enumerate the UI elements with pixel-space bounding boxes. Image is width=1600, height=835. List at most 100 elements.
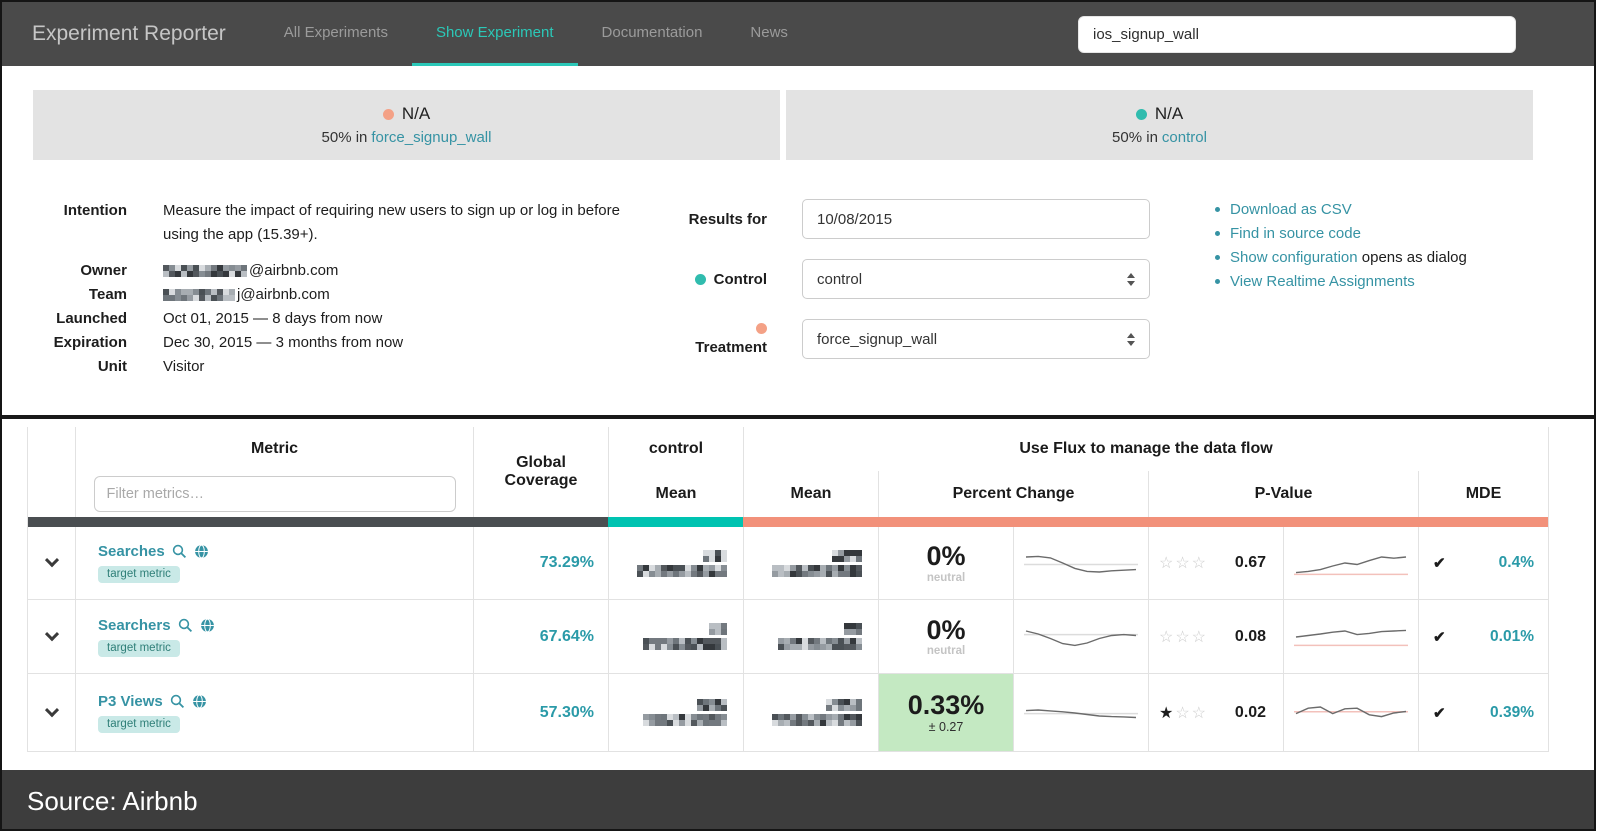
treatment-banner-allocation: 50% in force_signup_wall	[322, 129, 492, 146]
expand-row-button[interactable]	[28, 599, 75, 673]
control-banner: N/A 50% in control	[786, 90, 1533, 160]
launched-value: Oct 01, 2015 — 8 days from now	[163, 310, 383, 327]
mde-value: 0.39%	[1490, 703, 1534, 721]
p-value-sparkline	[1283, 673, 1418, 751]
detail-row-owner: Owner @airbnb.com	[32, 259, 652, 283]
target-metric-badge: target metric	[98, 639, 180, 657]
treatment-variant-link[interactable]: force_signup_wall	[371, 129, 492, 146]
treatment-mean-redacted	[743, 527, 878, 599]
mde-value: 0.4%	[1498, 554, 1534, 571]
treatment-label-text: Treatment	[695, 338, 767, 356]
expand-row-button[interactable]	[28, 673, 75, 751]
percent-change-value: 0% neutral	[878, 527, 1013, 599]
section-divider	[2, 415, 1594, 419]
metric-cell: Searchers target metric	[75, 599, 473, 673]
nav-show-experiment[interactable]: Show Experiment	[411, 2, 578, 66]
treatment-dot-icon	[382, 108, 394, 120]
control-mean-header: Mean	[608, 471, 743, 517]
significance-stars: ☆ ☆ ☆	[1148, 527, 1218, 599]
link-item-download-csv: Download as CSV	[1215, 201, 1467, 218]
p-value: 0.67	[1218, 527, 1283, 599]
nav-documentation[interactable]: Documentation	[601, 24, 703, 41]
flux-banner-header: Use Flux to manage the data flow	[743, 427, 1548, 471]
bullet-icon	[1215, 279, 1220, 284]
realtime-assignments-link[interactable]: View Realtime Assignments	[1230, 273, 1415, 290]
treatment-select[interactable]: force_signup_wall	[802, 319, 1150, 359]
bullet-icon	[1215, 255, 1220, 260]
percent-change-header: Percent Change	[878, 471, 1148, 517]
control-group-header: control	[608, 427, 743, 471]
launched-label: Launched	[56, 310, 127, 327]
control-allocation-text: 50% in	[1112, 129, 1158, 146]
treatment-banner: N/A 50% in force_signup_wall	[33, 90, 780, 160]
detail-row-team: Team j@airbnb.com	[32, 283, 652, 307]
experiment-details: Intention Measure the impact of requirin…	[32, 199, 652, 379]
control-select-row: Control control	[652, 259, 1157, 299]
metric-link-p3-views[interactable]: P3 Views	[98, 692, 163, 710]
p-value-header: P-Value	[1148, 471, 1418, 517]
global-coverage-value: 67.64%	[473, 599, 608, 673]
find-source-link[interactable]: Find in source code	[1230, 225, 1361, 242]
nav-all-experiments[interactable]: All Experiments	[283, 24, 388, 41]
significance-stars: ★ ☆ ☆	[1148, 673, 1218, 751]
team-value: j@airbnb.com	[163, 283, 330, 307]
treatment-section-bar	[743, 517, 1548, 527]
detail-row-unit: Unit Visitor	[32, 355, 652, 379]
results-date-input[interactable]	[802, 199, 1150, 239]
control-variant-link[interactable]: control	[1161, 129, 1207, 146]
treatment-mean-redacted	[743, 599, 878, 673]
treatment-banner-status-row: N/A	[382, 104, 431, 124]
chevron-down-icon	[44, 553, 59, 568]
owner-redacted-name	[163, 265, 247, 278]
chevron-down-icon	[44, 702, 59, 717]
detail-row-expiration: Expiration Dec 30, 2015 — 3 months from …	[32, 331, 652, 355]
expand-row-button[interactable]	[28, 527, 75, 599]
control-mean-redacted	[608, 673, 743, 751]
control-banner-allocation: 50% in control	[1112, 129, 1207, 146]
intention-label: Intention	[63, 202, 127, 219]
target-metric-badge: target metric	[98, 715, 180, 733]
select-arrows-icon	[1127, 332, 1135, 346]
check-icon: ✔	[1433, 704, 1446, 722]
bullet-icon	[1215, 207, 1220, 212]
expiration-label: Expiration	[53, 334, 127, 351]
show-configuration-link[interactable]: Show configuration	[1230, 249, 1358, 266]
nav-news[interactable]: News	[750, 24, 788, 41]
experiment-search-input[interactable]	[1078, 15, 1516, 53]
percent-change-sub: neutral	[926, 645, 966, 658]
detail-row-launched: Launched Oct 01, 2015 — 8 days from now	[32, 307, 652, 331]
globe-icon[interactable]	[192, 694, 207, 709]
search-icon[interactable]	[170, 694, 185, 709]
treatment-label-dot-icon	[756, 322, 767, 334]
download-csv-link[interactable]: Download as CSV	[1230, 201, 1352, 218]
control-status: N/A	[1154, 104, 1184, 123]
p-value-sparkline	[1283, 527, 1418, 599]
metric-column-header: Metric	[75, 427, 473, 471]
source-attribution: Source: Airbnb	[27, 786, 198, 816]
control-select[interactable]: control	[802, 259, 1150, 299]
search-icon[interactable]	[178, 618, 193, 633]
treatment-mean-redacted	[743, 673, 878, 751]
filter-metrics-cell	[75, 471, 473, 517]
significance-stars: ☆ ☆ ☆	[1148, 599, 1218, 673]
metric-link-searchers[interactable]: Searchers	[98, 616, 171, 634]
metric-link-searches[interactable]: Searches	[98, 543, 165, 560]
owner-domain: @airbnb.com	[249, 262, 339, 279]
team-redacted-name	[163, 289, 235, 302]
result-controls: Results for Control control Treatment fo…	[652, 199, 1157, 379]
control-mean-redacted	[608, 599, 743, 673]
mde-cell: ✔ 0.39%	[1418, 673, 1548, 751]
control-label: Control	[652, 271, 767, 288]
top-navbar: Experiment Reporter All Experiments Show…	[2, 2, 1594, 66]
treatment-status: N/A	[401, 104, 431, 123]
filter-metrics-input[interactable]	[93, 476, 456, 512]
metric-section-bar	[28, 517, 608, 527]
action-links: Download as CSV Find in source code Show…	[1215, 201, 1467, 297]
globe-icon[interactable]	[194, 544, 209, 559]
globe-icon[interactable]	[200, 618, 215, 633]
search-icon[interactable]	[172, 544, 187, 559]
owner-label: Owner	[80, 262, 127, 279]
link-item-show-configuration: Show configuration opens as dialog	[1215, 249, 1467, 266]
percent-change-value-highlighted: 0.33% ± 0.27	[878, 673, 1013, 751]
